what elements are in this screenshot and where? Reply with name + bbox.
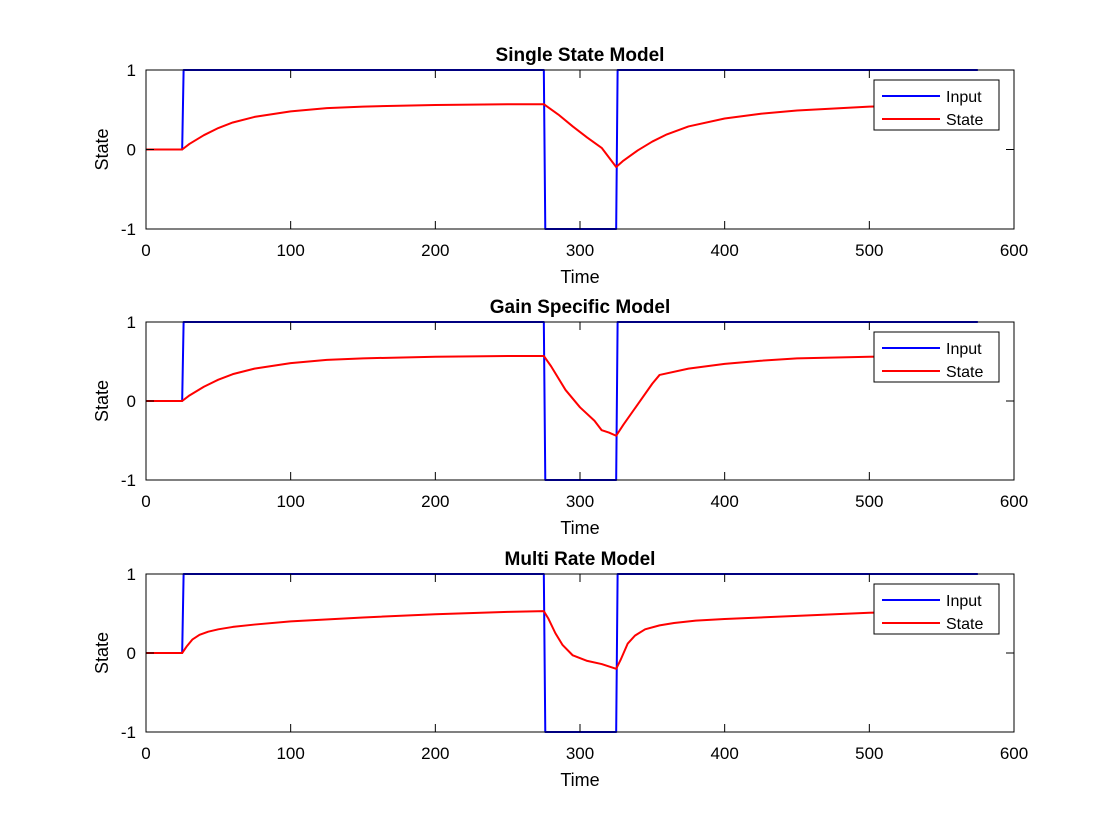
legend-box xyxy=(873,583,1000,635)
x-tick-label: 400 xyxy=(710,241,738,260)
x-tick-label: 200 xyxy=(421,744,449,763)
y-axis-label: State xyxy=(92,632,112,674)
plot-area xyxy=(146,574,1014,732)
plot-area xyxy=(146,70,1014,229)
x-tick-label: 400 xyxy=(710,492,738,511)
series-line-state xyxy=(146,103,978,168)
chart-title: Multi Rate Model xyxy=(505,549,656,570)
x-axis-label: Time xyxy=(560,518,599,538)
y-axis-label: State xyxy=(92,128,112,170)
x-tick-label: 500 xyxy=(855,241,883,260)
y-axis-label: State xyxy=(92,380,112,422)
chart-title: Single State Model xyxy=(496,45,665,66)
x-tick-label: 300 xyxy=(566,492,594,511)
x-tick-label: 500 xyxy=(855,492,883,511)
legend-label-input: Input xyxy=(946,341,982,358)
x-tick-label: 100 xyxy=(276,241,304,260)
subplot-1: 0 100 200 300 400 500 600 -1 0 1 Single State Mode… xyxy=(92,45,1028,287)
series-line-input xyxy=(146,69,978,230)
x-tick-label: 300 xyxy=(566,744,594,763)
legend: Input State xyxy=(873,331,1000,383)
legend-box xyxy=(873,331,1000,383)
y-tick-label: -1 xyxy=(121,471,136,490)
legend-box xyxy=(873,79,1000,131)
x-tick-label: 0 xyxy=(141,492,150,511)
series-line-state xyxy=(146,354,978,437)
legend: Input State xyxy=(873,583,1000,635)
x-tick-label: 200 xyxy=(421,241,449,260)
x-tick-label: 100 xyxy=(276,744,304,763)
series-line-state xyxy=(146,609,978,670)
y-tick-label: 1 xyxy=(127,313,136,332)
x-tick-label: 500 xyxy=(855,744,883,763)
y-tick-label: -1 xyxy=(121,220,136,239)
legend-label-input: Input xyxy=(946,593,982,610)
x-tick-label: 300 xyxy=(566,241,594,260)
x-tick-label: 0 xyxy=(141,744,150,763)
legend: Input State xyxy=(873,79,1000,131)
y-tick-label: 1 xyxy=(127,61,136,80)
x-tick-label: 600 xyxy=(1000,492,1028,511)
plot-area xyxy=(146,322,1014,480)
y-tick-label: -1 xyxy=(121,723,136,742)
legend-label-input: Input xyxy=(946,89,982,106)
x-tick-label: 0 xyxy=(141,241,150,260)
chart-title: Gain Specific Model xyxy=(490,297,671,318)
y-tick-label: 0 xyxy=(127,141,136,160)
x-tick-label: 200 xyxy=(421,492,449,511)
y-tick-label: 0 xyxy=(127,644,136,663)
legend-label-state: State xyxy=(946,616,983,633)
series-line-input xyxy=(146,321,978,481)
legend-label-state: State xyxy=(946,364,983,381)
y-tick-label: 0 xyxy=(127,392,136,411)
legend-label-state: State xyxy=(946,112,983,129)
x-tick-label: 100 xyxy=(276,492,304,511)
subplot-3: 0 100 200 300 400 500 600 -1 0 1 Multi Rate Model T… xyxy=(92,549,1028,790)
series-line-input xyxy=(146,573,978,733)
x-axis-label: Time xyxy=(560,770,599,790)
subplot-2: 0 100 200 300 400 500 600 -1 0 1 Gain Specific Mod… xyxy=(92,297,1028,538)
x-axis-label: Time xyxy=(560,267,599,287)
x-tick-label: 600 xyxy=(1000,744,1028,763)
y-tick-label: 1 xyxy=(127,565,136,584)
x-tick-label: 600 xyxy=(1000,241,1028,260)
x-tick-label: 400 xyxy=(710,744,738,763)
